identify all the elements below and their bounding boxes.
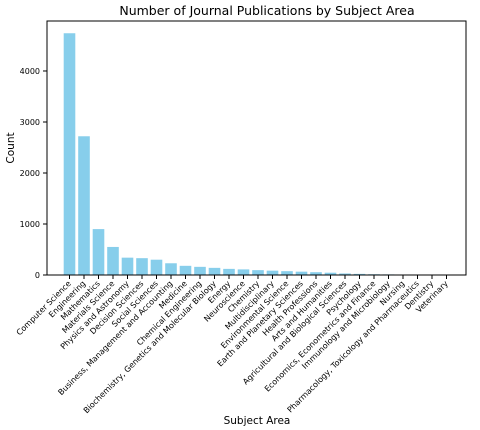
y-tick-label-2: 2000 [20, 169, 40, 178]
bar-0 [63, 33, 76, 275]
chart-title: Number of Journal Publications by Subjec… [119, 3, 414, 18]
bar-11 [223, 268, 235, 275]
bar-6 [150, 259, 163, 275]
bar-1 [78, 136, 90, 275]
bar-7 [165, 263, 177, 275]
y-tick-label-0: 0 [35, 271, 40, 280]
bar-19 [339, 273, 351, 275]
bar-15 [281, 271, 293, 275]
bars [63, 33, 453, 275]
bar-5 [136, 258, 148, 275]
y-tick-label-4: 4000 [20, 67, 40, 76]
bar-9 [194, 266, 206, 275]
bar-20 [353, 273, 366, 275]
plot-frame [46, 20, 467, 276]
x-axis: Computer ScienceEngineeringMathematicsMa… [15, 275, 450, 415]
x-axis-label: Subject Area [224, 415, 291, 427]
bar-2 [92, 229, 105, 275]
bar-14 [266, 270, 279, 275]
bar-8 [179, 265, 192, 275]
y-axis-label: Count [5, 132, 17, 163]
y-tick-label-1: 1000 [20, 220, 40, 229]
bar-10 [208, 267, 221, 275]
bar-3 [107, 246, 119, 275]
y-tick-label-3: 3000 [20, 118, 40, 127]
bar-12 [237, 269, 250, 275]
bar-17 [310, 272, 322, 275]
bar-4 [121, 257, 134, 275]
y-axis: 0 1000 2000 3000 4000 [20, 67, 47, 280]
bar-13 [252, 270, 264, 275]
bar-16 [295, 271, 308, 275]
bar-18 [324, 272, 337, 275]
